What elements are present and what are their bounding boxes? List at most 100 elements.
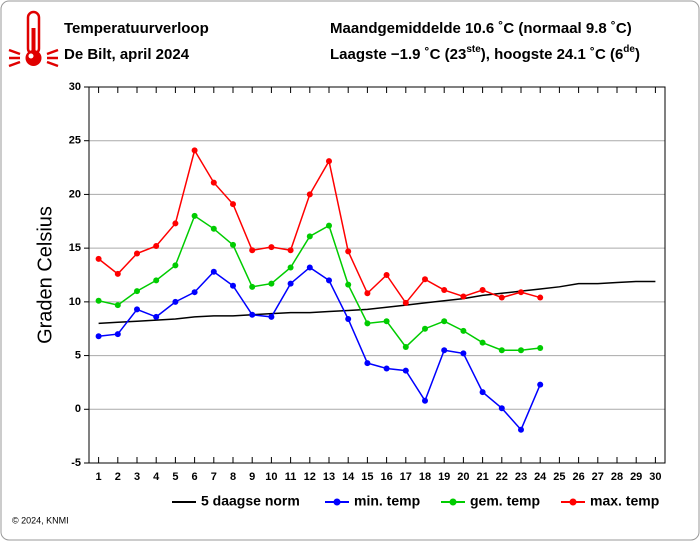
point bbox=[230, 201, 236, 208]
point bbox=[172, 298, 179, 305]
point bbox=[345, 316, 352, 323]
point bbox=[191, 289, 198, 296]
point bbox=[422, 276, 428, 283]
legend-label: gem. temp bbox=[470, 493, 540, 509]
point bbox=[153, 242, 160, 249]
point bbox=[422, 397, 428, 404]
x-tick-label: 24 bbox=[534, 471, 547, 483]
y-tick-label: -5 bbox=[71, 457, 81, 469]
point bbox=[249, 311, 256, 318]
x-tick-label: 11 bbox=[285, 471, 297, 483]
point bbox=[345, 281, 352, 288]
point bbox=[191, 147, 198, 154]
y-tick-label: 10 bbox=[69, 296, 81, 308]
point bbox=[95, 297, 102, 304]
summary-sup: ste bbox=[466, 44, 481, 55]
chart-title: Temperatuurverloop bbox=[64, 20, 209, 37]
point bbox=[479, 389, 486, 396]
point bbox=[518, 347, 524, 354]
point bbox=[441, 347, 448, 354]
point bbox=[326, 277, 332, 284]
point bbox=[306, 191, 313, 198]
point bbox=[326, 158, 332, 165]
legend-label: 5 daagse norm bbox=[201, 493, 300, 509]
legend-label: min. temp bbox=[354, 493, 420, 509]
point bbox=[364, 360, 371, 367]
series-line bbox=[98, 266, 541, 432]
x-tick-label: 6 bbox=[192, 471, 198, 483]
point bbox=[95, 255, 102, 262]
point bbox=[479, 287, 486, 294]
point bbox=[306, 264, 313, 271]
x-tick-label: 9 bbox=[249, 471, 255, 483]
point bbox=[498, 347, 505, 354]
legend-marker bbox=[569, 498, 577, 506]
point bbox=[441, 318, 448, 325]
x-tick-label: 2 bbox=[115, 471, 121, 483]
point bbox=[460, 293, 467, 300]
point bbox=[134, 306, 140, 313]
point bbox=[326, 222, 332, 229]
point bbox=[498, 294, 505, 301]
x-tick-label: 13 bbox=[323, 471, 335, 483]
legend-marker bbox=[449, 498, 457, 506]
y-tick-label: 20 bbox=[69, 188, 81, 200]
x-tick-label: 10 bbox=[265, 471, 277, 483]
point bbox=[498, 405, 505, 412]
point bbox=[383, 272, 390, 278]
point bbox=[345, 248, 352, 255]
point bbox=[518, 289, 524, 296]
point bbox=[230, 241, 236, 248]
point bbox=[460, 350, 467, 357]
x-tick-label: 14 bbox=[342, 471, 355, 483]
point bbox=[287, 264, 294, 271]
summary-line: Maandgemiddelde 10.6 ˚C (normaal 9.8 ˚C) bbox=[330, 20, 632, 37]
point bbox=[191, 212, 198, 219]
point bbox=[537, 381, 544, 388]
point bbox=[210, 268, 217, 275]
series-line bbox=[98, 148, 541, 305]
point bbox=[134, 250, 140, 257]
x-tick-label: 29 bbox=[630, 471, 642, 483]
point bbox=[460, 327, 467, 334]
y-tick-label: 15 bbox=[69, 242, 81, 254]
point bbox=[249, 283, 256, 290]
x-tick-label: 21 bbox=[476, 471, 488, 483]
point bbox=[114, 302, 121, 309]
x-tick-label: 26 bbox=[572, 471, 584, 483]
x-tick-label: 28 bbox=[611, 471, 623, 483]
x-tick-label: 3 bbox=[134, 471, 140, 483]
point bbox=[402, 343, 409, 350]
point bbox=[153, 313, 160, 320]
point bbox=[537, 345, 544, 352]
point bbox=[537, 294, 544, 301]
footer: © 2024, KNMI bbox=[12, 515, 69, 525]
x-tick-label: 15 bbox=[361, 471, 373, 483]
plot-border bbox=[88, 86, 666, 464]
point bbox=[114, 270, 121, 277]
point bbox=[287, 247, 294, 254]
point bbox=[364, 290, 371, 297]
y-tick-label: 0 bbox=[75, 403, 81, 415]
x-tick-label: 22 bbox=[496, 471, 508, 483]
point bbox=[383, 365, 390, 372]
thermometer-icon bbox=[8, 10, 59, 68]
point bbox=[172, 220, 179, 227]
x-tick-label: 17 bbox=[400, 471, 412, 483]
point bbox=[287, 280, 294, 287]
point bbox=[268, 313, 275, 320]
summary-part: ) bbox=[635, 46, 640, 63]
chart-subtitle: De Bilt, april 2024 bbox=[64, 46, 190, 63]
point bbox=[95, 333, 102, 340]
point bbox=[422, 325, 428, 332]
point bbox=[402, 367, 409, 374]
x-tick-label: 19 bbox=[438, 471, 450, 483]
y-tick-label: 5 bbox=[75, 349, 81, 361]
point bbox=[383, 318, 390, 325]
legend-label: max. temp bbox=[590, 493, 659, 509]
point bbox=[210, 179, 217, 186]
x-tick-label: 12 bbox=[304, 471, 316, 483]
